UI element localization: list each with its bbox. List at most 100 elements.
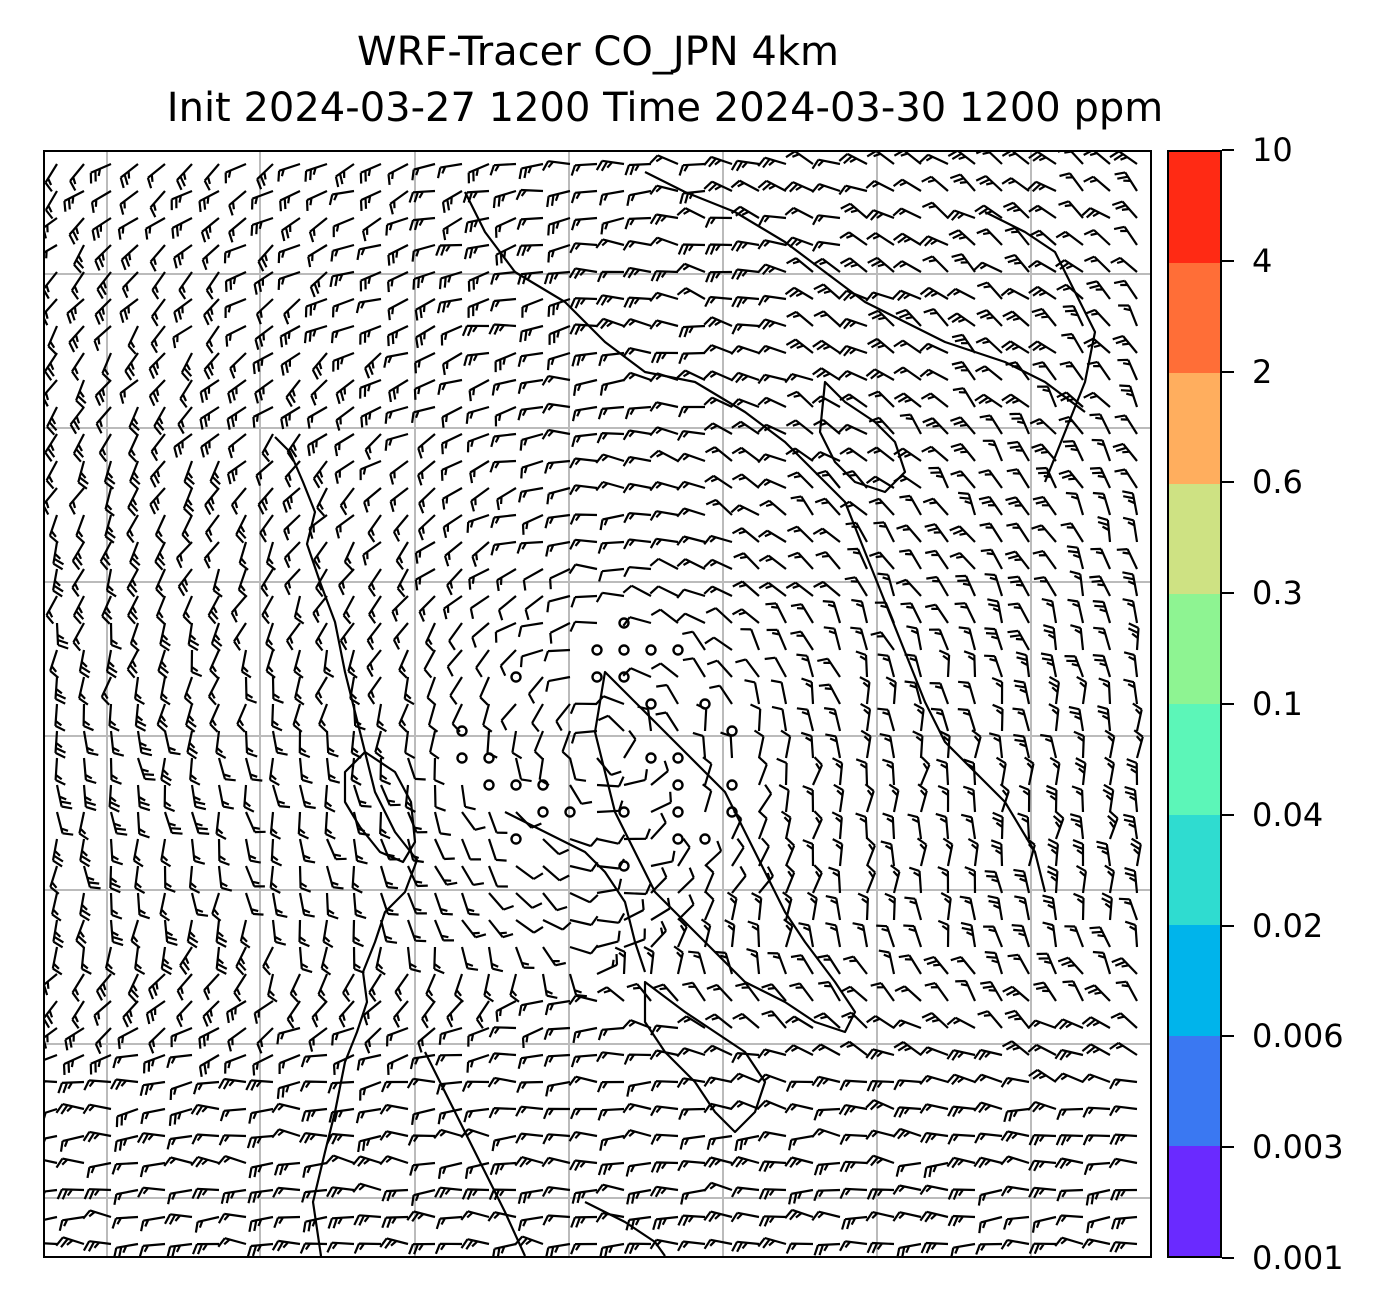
wind-barb <box>500 703 517 731</box>
wind-barb <box>1107 810 1119 840</box>
wind-barb <box>479 676 491 706</box>
wind-barb <box>787 471 814 489</box>
wind-barb <box>229 352 247 379</box>
wind-barb <box>408 1242 436 1255</box>
wind-barb <box>1006 468 1030 489</box>
wind-barb <box>838 423 868 435</box>
wind-barb <box>325 757 341 784</box>
colorbar-segment <box>1169 152 1220 263</box>
wind-barb <box>908 866 923 894</box>
wind-barb <box>1004 253 1030 273</box>
wind-barb <box>865 1099 895 1111</box>
wind-barb <box>1066 545 1085 570</box>
wind-barb <box>464 1161 490 1179</box>
wind-barb <box>342 973 355 1003</box>
wind-barb <box>246 1242 274 1256</box>
wind-barb <box>703 370 733 382</box>
wind-barb <box>379 1130 409 1141</box>
wind-barb <box>947 152 976 165</box>
wind-barb <box>387 298 409 321</box>
wind-barb <box>879 733 896 759</box>
wind-barb <box>599 1134 625 1151</box>
wind-barb <box>758 784 773 813</box>
wind-barb <box>817 954 841 975</box>
wind-barb <box>463 351 490 367</box>
wind-barb <box>758 837 770 867</box>
wind-barb <box>1111 957 1138 975</box>
wind-barb <box>177 406 193 435</box>
wind-barb <box>622 667 652 679</box>
wind-barb <box>929 682 950 705</box>
wind-barb <box>355 297 382 314</box>
wind-barb <box>676 918 688 948</box>
wind-barb <box>852 922 869 948</box>
wind-barb <box>128 406 140 436</box>
wind-barb <box>94 244 112 271</box>
wind-barb <box>866 1015 895 1029</box>
wind-barb <box>946 1073 976 1086</box>
wind-barb <box>823 626 842 651</box>
wind-barb <box>705 607 733 624</box>
wind-barb <box>284 460 301 488</box>
wind-barb <box>55 622 69 650</box>
wind-barb <box>433 757 445 786</box>
wind-barb <box>678 162 706 176</box>
wind-barb <box>839 1079 868 1091</box>
wind-barb <box>1032 495 1057 516</box>
wind-barb <box>318 703 329 733</box>
wind-barb <box>518 486 544 503</box>
wind-barb <box>784 837 796 867</box>
wind-barb <box>867 309 895 327</box>
wind-barb <box>179 946 193 975</box>
wind-barb <box>839 1240 868 1252</box>
wind-barb <box>423 649 436 679</box>
wind-barb <box>568 1131 598 1142</box>
wind-barb <box>1048 675 1060 705</box>
colorbar-ticks: 0.001 0.003 0.006 0.02 0.04 0.1 0.3 0.6 2 4 10 <box>1222 134 1400 1274</box>
map-panel[interactable] <box>43 150 1152 1258</box>
colorbar-tick-label: 10 <box>1252 131 1293 169</box>
wind-barb <box>598 567 625 582</box>
wind-barb <box>1093 626 1112 651</box>
wind-barb <box>364 433 382 461</box>
wind-barb <box>166 1242 193 1256</box>
wind-barb <box>880 840 896 867</box>
wind-barb <box>136 730 153 757</box>
wind-barb <box>271 676 284 704</box>
wind-barb <box>1091 438 1112 462</box>
wind-barb <box>758 214 787 226</box>
wind-barb <box>892 1127 922 1140</box>
wind-barb <box>308 514 328 539</box>
wind-barb <box>55 1157 85 1169</box>
wind-barb <box>801 677 815 705</box>
wind-barb <box>238 541 249 571</box>
wind-barb <box>757 179 787 192</box>
wind-barb <box>517 405 544 421</box>
wind-barb <box>703 891 715 921</box>
wind-barb <box>227 379 247 404</box>
wind-barb <box>306 406 328 429</box>
wind-barb <box>569 784 593 805</box>
wind-barb <box>271 730 288 756</box>
wind-barb <box>1011 924 1031 948</box>
wind-barb <box>1061 332 1084 354</box>
wind-barb <box>72 433 85 463</box>
colorbar-segment <box>1169 1035 1220 1147</box>
colorbar-tick-label: 0.3 <box>1252 574 1303 613</box>
wind-barb <box>568 1075 598 1087</box>
wind-barb <box>224 270 247 292</box>
wind-barb <box>1003 1215 1030 1230</box>
wind-barb <box>622 584 652 597</box>
wind-barb <box>462 189 490 204</box>
calm-marker <box>591 644 603 656</box>
wind-barb <box>71 352 85 381</box>
wind-barb <box>919 1046 949 1057</box>
wind-barb <box>1118 897 1139 921</box>
wind-barb <box>494 351 517 373</box>
wind-barb <box>947 1188 976 1200</box>
wind-barb <box>542 919 572 931</box>
wind-barb <box>204 487 220 516</box>
wind-barb <box>726 891 738 921</box>
wind-barb <box>825 922 842 948</box>
wind-barb <box>893 1106 922 1118</box>
